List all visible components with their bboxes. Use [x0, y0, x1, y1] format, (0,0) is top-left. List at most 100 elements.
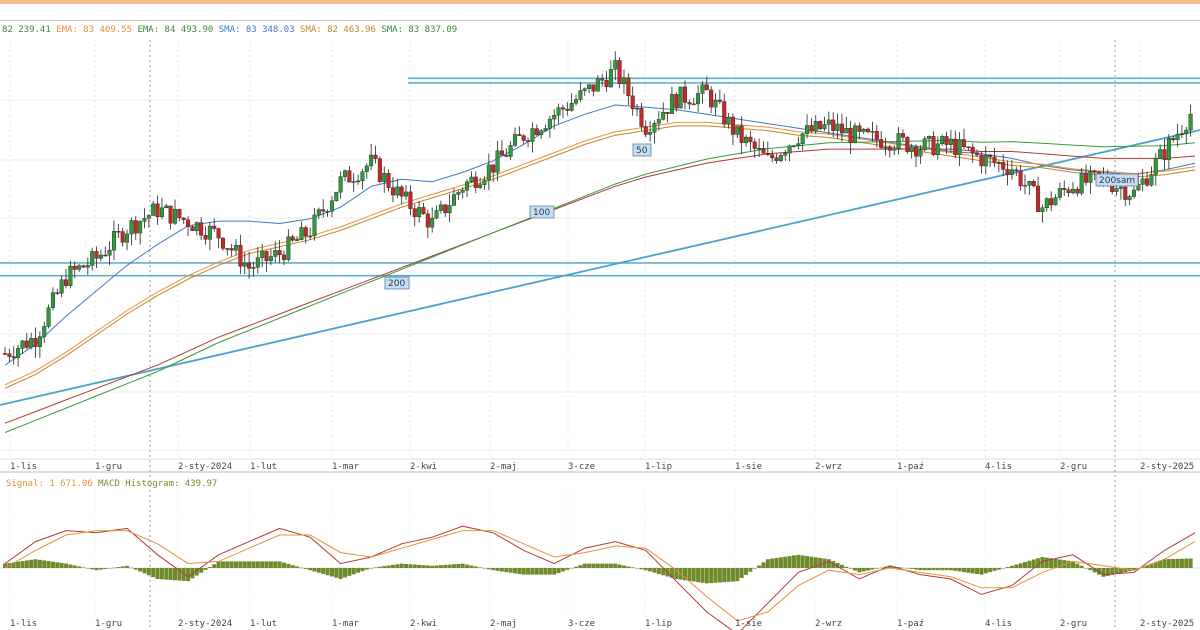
- histogram-bar: [98, 568, 103, 570]
- candle-body: [805, 125, 810, 134]
- candle-body: [556, 107, 561, 116]
- macd-lines: [4, 525, 1196, 630]
- histogram-bar: [1145, 565, 1150, 568]
- candle-body: [560, 107, 565, 110]
- candle-body: [547, 118, 552, 129]
- candle-body: [11, 356, 16, 358]
- histogram-bar: [129, 567, 134, 569]
- histogram-bar: [11, 562, 16, 568]
- candle-body: [438, 204, 443, 211]
- candle-body: [120, 231, 125, 243]
- histogram-bar: [1018, 563, 1023, 568]
- candle-body: [914, 146, 919, 157]
- histogram-bar: [242, 561, 247, 568]
- histogram-bar: [1057, 559, 1062, 568]
- histogram-bar: [669, 568, 674, 578]
- candle-body: [996, 162, 1001, 164]
- candle-body: [617, 60, 622, 85]
- histogram-bar: [151, 568, 156, 578]
- candle-body: [421, 207, 426, 215]
- histogram-bar: [1001, 568, 1006, 569]
- candle-body: [199, 222, 204, 236]
- candle-body: [343, 170, 348, 177]
- histogram-bar: [495, 568, 500, 571]
- histogram-bar: [896, 567, 901, 568]
- candle-body: [133, 220, 138, 234]
- candle-body: [1131, 189, 1136, 197]
- histogram-bar: [1162, 559, 1167, 568]
- candle-body: [983, 155, 988, 167]
- histogram-bar: [735, 568, 740, 582]
- x-tick-label: 1-sie: [735, 462, 762, 472]
- candle-body: [1057, 188, 1062, 198]
- candle-body: [155, 203, 160, 217]
- macd-legend-item: MACD Histogram: 439.97: [98, 479, 218, 489]
- histogram-bar: [552, 568, 557, 575]
- candle-body: [909, 146, 914, 152]
- histogram-bar: [600, 563, 605, 568]
- histogram-bar: [334, 568, 339, 578]
- histogram-bar: [905, 568, 910, 569]
- candle-body: [717, 99, 722, 102]
- candle-body: [146, 215, 151, 219]
- candle-body: [656, 119, 661, 124]
- candle-body: [582, 88, 587, 91]
- candle-body: [260, 251, 265, 258]
- candle-body: [1166, 138, 1171, 160]
- histogram-bar: [839, 564, 844, 568]
- candle-body: [1049, 198, 1054, 206]
- histogram-bar: [425, 565, 430, 568]
- candle-body: [813, 121, 818, 132]
- candle-body: [308, 235, 313, 238]
- price-grid: [0, 40, 1200, 630]
- candle-body: [900, 133, 905, 138]
- histogram-bar: [730, 568, 735, 582]
- histogram-bar: [1105, 568, 1110, 576]
- histogram-bar: [164, 568, 169, 580]
- histogram-bar: [1171, 558, 1176, 568]
- candle-body: [456, 192, 461, 195]
- x-tick-label: 1-lip: [645, 462, 672, 472]
- candle-body: [1005, 169, 1010, 175]
- histogram-bar: [948, 568, 953, 571]
- candle-body: [539, 130, 544, 136]
- histogram-bar: [813, 557, 818, 568]
- histogram-bar: [992, 568, 997, 571]
- histogram-bar: [1023, 562, 1027, 568]
- histogram-bar: [1075, 563, 1080, 568]
- candle-body: [948, 138, 953, 145]
- candle-body: [229, 248, 234, 251]
- histogram-bar: [761, 562, 766, 568]
- histogram-bar: [565, 568, 570, 570]
- candle-body: [299, 227, 304, 240]
- histogram-bar: [412, 564, 417, 568]
- candle-body: [604, 80, 609, 88]
- x-tick-label: 1-lut: [250, 619, 277, 629]
- candle-body: [194, 222, 199, 231]
- histogram-bar: [465, 564, 470, 568]
- candle-body: [338, 176, 343, 193]
- histogram-bar: [316, 568, 321, 573]
- candle-body: [861, 128, 866, 132]
- candle-body: [417, 207, 422, 217]
- candle-body: [1066, 189, 1071, 194]
- histogram-bar: [874, 568, 879, 569]
- candle-body: [203, 235, 208, 240]
- candle-body: [1088, 170, 1093, 183]
- candle-body: [443, 204, 448, 214]
- histogram-bar: [861, 568, 866, 572]
- candle-body: [90, 251, 95, 266]
- candle-body: [1123, 186, 1128, 200]
- candle-body: [24, 340, 29, 348]
- histogram-bar: [229, 561, 234, 568]
- histogram-bar: [382, 566, 387, 568]
- candle-body: [98, 254, 103, 259]
- candle-body: [752, 141, 757, 149]
- histogram-bar: [343, 568, 347, 578]
- window-top-accent: [0, 0, 1200, 4]
- candle-body: [399, 186, 404, 197]
- candle-body: [234, 244, 239, 251]
- histogram-bar: [194, 568, 199, 576]
- candle-body: [552, 114, 557, 120]
